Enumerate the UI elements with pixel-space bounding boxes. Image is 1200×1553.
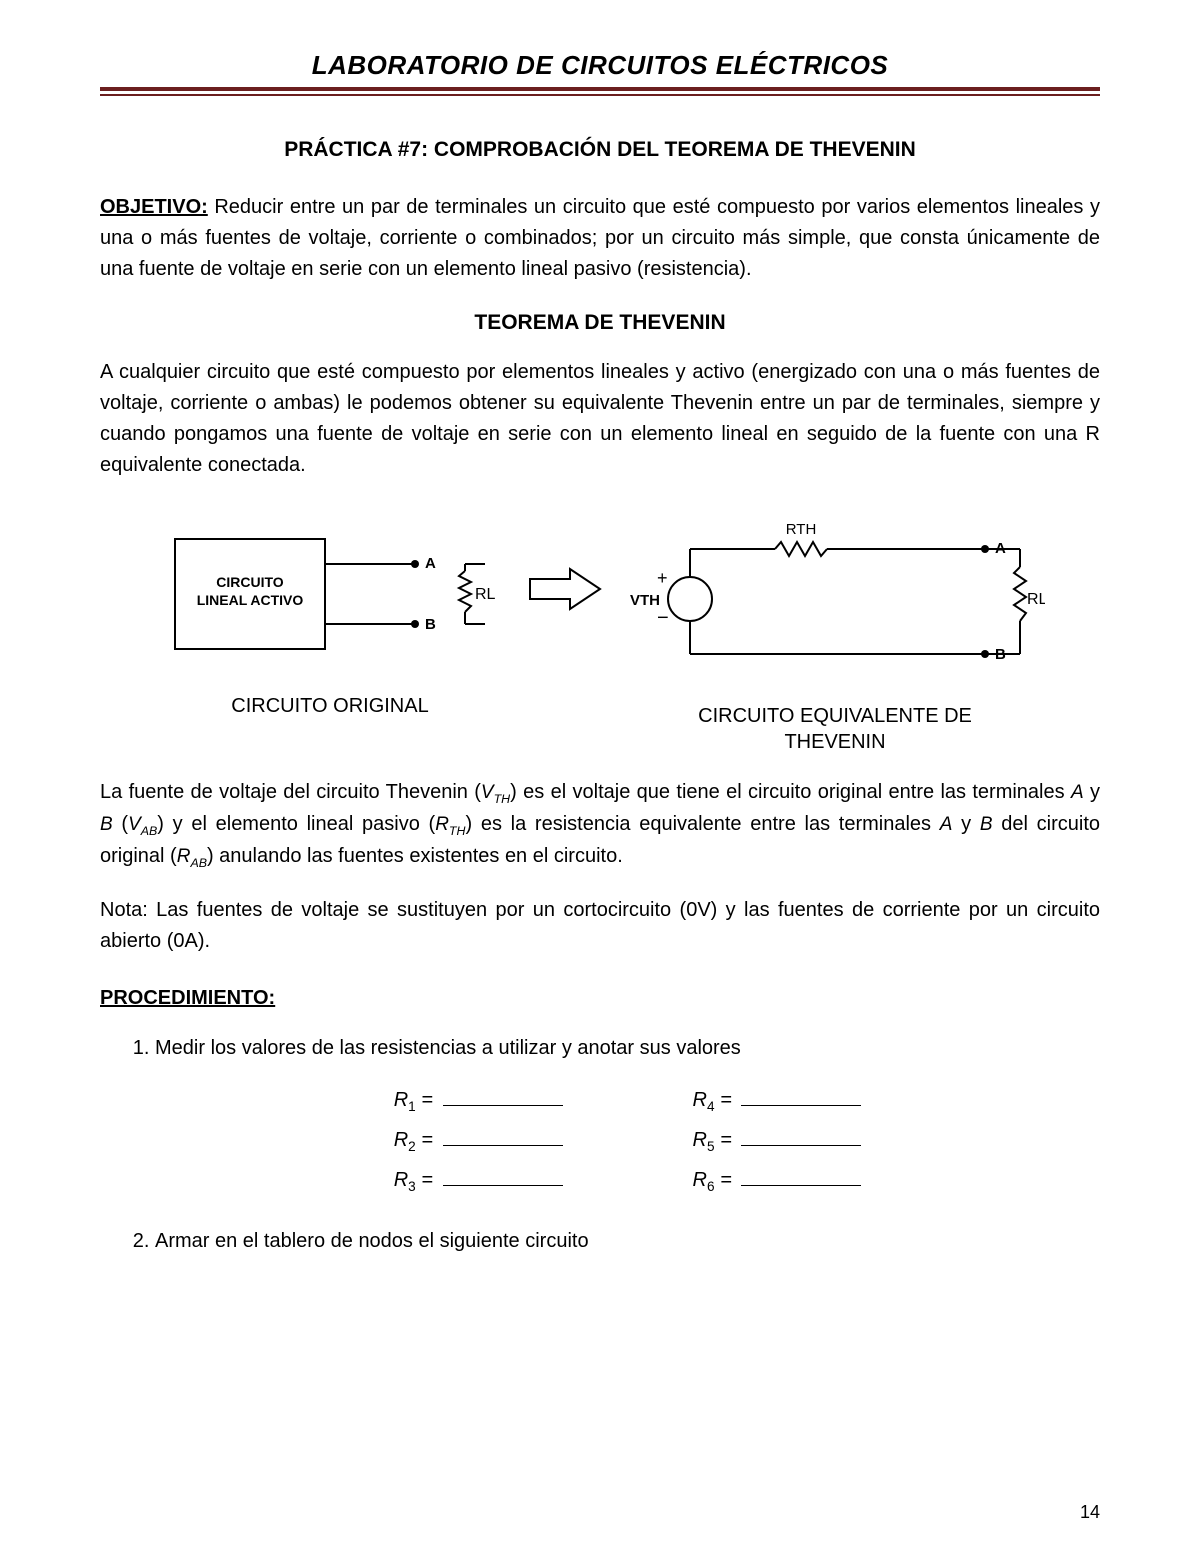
blanks-col-right: R4 = R5 = R6 = <box>693 1078 862 1203</box>
objective-paragraph: OBJETIVO: Reducir entre un par de termin… <box>100 192 1100 285</box>
original-circuit-caption: CIRCUITO ORIGINAL <box>155 693 505 719</box>
blank-r5[interactable] <box>741 1128 861 1146</box>
document-page: LABORATORIO DE CIRCUITOS ELÉCTRICOS PRÁC… <box>0 0 1200 1553</box>
blank-r3[interactable] <box>443 1168 563 1186</box>
objective-label: OBJETIVO: <box>100 196 208 218</box>
theorem-heading: TEOREMA DE THEVENIN <box>100 311 1100 335</box>
rth-label: RTH <box>786 521 817 538</box>
thevenin-caption: CIRCUITO EQUIVALENTE DE THEVENIN <box>625 703 1045 755</box>
box-text-1: CIRCUITO <box>216 574 284 590</box>
arrow-icon <box>525 564 605 614</box>
vth-label: VTH <box>630 592 660 609</box>
box-text-2: LINEAL ACTIVO <box>197 592 304 608</box>
procedure-item-1: Medir los valores de las resistencias a … <box>155 1032 1100 1203</box>
thevenin-caption-l2: THEVENIN <box>784 731 885 753</box>
resistor-blanks: R1 = R2 = R3 = R4 = R5 = R6 = <box>155 1078 1100 1203</box>
blanks-col-left: R1 = R2 = R3 = <box>394 1078 563 1203</box>
blank-r2[interactable] <box>443 1128 563 1146</box>
page-number: 14 <box>1080 1502 1100 1523</box>
thevenin-circuit-column: + − VTH RTH A B <box>625 509 1045 755</box>
original-circuit-column: CIRCUITO LINEAL ACTIVO A B RL CIRCUITO <box>155 509 505 719</box>
vth-plus: + <box>657 568 668 588</box>
vth-minus: − <box>657 607 669 629</box>
document-header: LABORATORIO DE CIRCUITOS ELÉCTRICOS <box>100 50 1100 87</box>
thevenin-circuit-svg: + − VTH RTH A B <box>625 509 1045 689</box>
blank-r4[interactable] <box>741 1088 861 1106</box>
procedure-item-2: Armar en el tablero de nodos el siguient… <box>155 1225 1100 1257</box>
terminal-b: B <box>425 616 436 633</box>
blank-r1[interactable] <box>443 1088 563 1106</box>
load-rl-left: RL <box>475 586 496 603</box>
blank-r6[interactable] <box>741 1168 861 1186</box>
procedure-heading: PROCEDIMIENTO: <box>100 987 1100 1010</box>
note-paragraph: Nota: Las fuentes de voltaje se sustituy… <box>100 895 1100 957</box>
practice-title: PRÁCTICA #7: COMPROBACIÓN DEL TEOREMA DE… <box>100 138 1100 162</box>
procedure-list: Medir los valores de las resistencias a … <box>100 1032 1100 1257</box>
circuit-diagram-row: CIRCUITO LINEAL ACTIVO A B RL CIRCUITO <box>100 509 1100 755</box>
original-circuit-svg: CIRCUITO LINEAL ACTIVO A B RL <box>155 509 505 679</box>
header-rule-thin <box>100 94 1100 96</box>
objective-text: Reducir entre un par de terminales un ci… <box>100 196 1100 280</box>
load-rl-right: RL <box>1027 591 1045 608</box>
theory-paragraph-2: La fuente de voltaje del circuito Theven… <box>100 777 1100 874</box>
theory-paragraph-1: A cualquier circuito que esté compuesto … <box>100 357 1100 481</box>
arrow-column <box>525 509 605 614</box>
thevenin-caption-l1: CIRCUITO EQUIVALENTE DE <box>698 705 972 727</box>
header-rule-thick <box>100 87 1100 91</box>
